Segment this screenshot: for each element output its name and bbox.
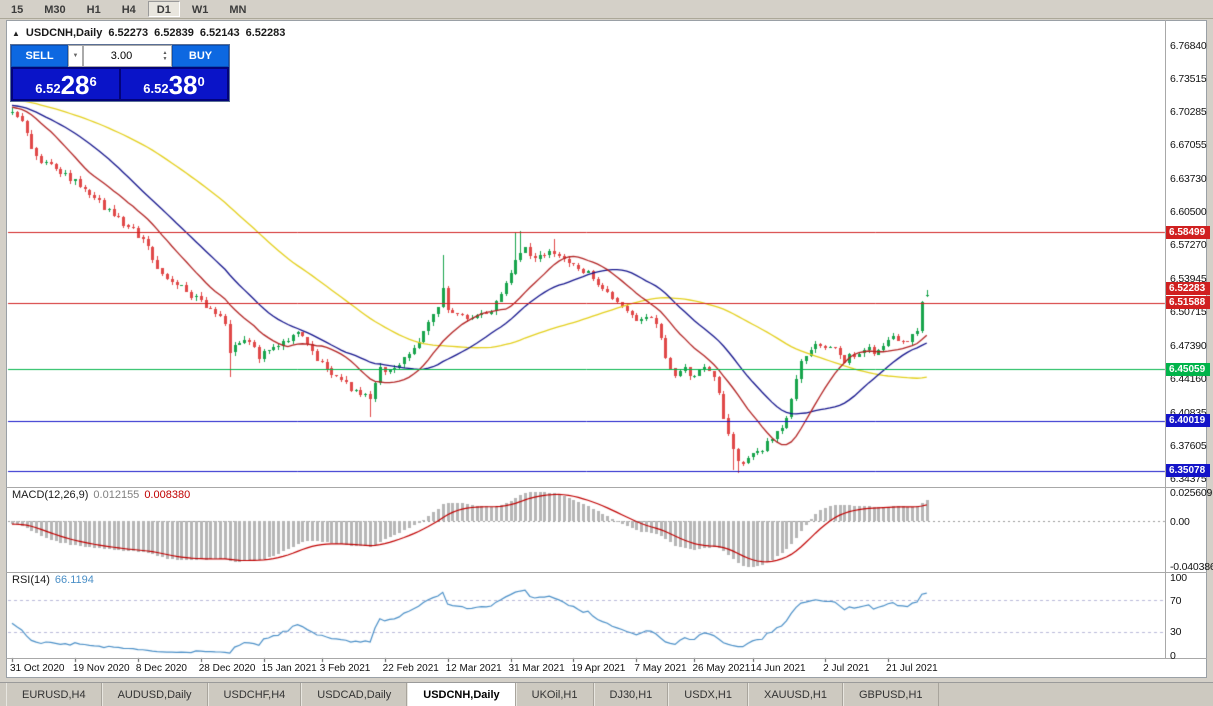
ohlc-high: 6.52839 <box>154 27 194 39</box>
rsi-scale-label: 0 <box>1170 649 1176 662</box>
macd-scale-label: 0.00 <box>1170 515 1190 528</box>
price-scale-label: 6.44160 <box>1170 372 1207 385</box>
date-label: 26 May 2021 <box>692 663 751 674</box>
volume-up-icon[interactable]: ▲ <box>162 49 168 56</box>
bid-price-prefix: 6.52 <box>35 81 61 96</box>
macd-name: MACD(12,26,9) <box>12 489 89 501</box>
volume-value: 3.00 <box>110 50 133 62</box>
timeframe-button-15[interactable]: 15 <box>11 4 24 16</box>
price-scale-label: 6.53945 <box>1170 273 1207 286</box>
sell-button[interactable]: SELL <box>11 45 68 67</box>
tab-usdx-h1[interactable]: USDX,H1 <box>668 683 748 706</box>
tab-xauusd-h1[interactable]: XAUUSD,H1 <box>747 683 843 706</box>
volume-input[interactable]: 3.00 ▲ ▼ <box>83 45 172 67</box>
tab-usdchf-h4[interactable]: USDCHF,H4 <box>207 683 302 706</box>
macd-scale-label: 0.025609 <box>1170 486 1213 499</box>
date-label: 19 Nov 2020 <box>72 663 130 674</box>
tab-dj30-h1[interactable]: DJ30,H1 <box>593 683 669 706</box>
timeframe-button-mn[interactable]: MN <box>229 4 247 16</box>
tab-usdcnh-daily[interactable]: USDCNH,Daily <box>407 683 516 706</box>
price-scale-label: 6.57270 <box>1170 239 1207 252</box>
rsi-scale-label: 70 <box>1170 594 1182 607</box>
tab-ukoil-h1[interactable]: UKOil,H1 <box>515 683 594 706</box>
price-scale-label: 6.76840 <box>1170 39 1207 52</box>
rsi-name: RSI(14) <box>12 574 50 586</box>
price-scale-separator <box>1165 20 1166 658</box>
rsi-label: RSI(14) 66.1194 <box>12 574 94 586</box>
macd-scale-label: -0.040386 <box>1170 561 1213 574</box>
tab-audusd-daily[interactable]: AUDUSD,Daily <box>101 683 208 706</box>
price-level-tag: 6.40019 <box>1166 414 1210 428</box>
date-label: 8 Dec 2020 <box>135 663 187 674</box>
rsi-scale-label: 30 <box>1170 626 1182 639</box>
one-click-trading-panel: SELL ▼ 3.00 ▲ ▼ BUY 6.52 28 6 6.52 38 0 <box>10 44 230 102</box>
date-label: 19 Apr 2021 <box>571 663 626 674</box>
date-label: 12 Mar 2021 <box>445 663 502 674</box>
price-scale-label: 6.70285 <box>1170 106 1207 119</box>
price-scale-label: 6.67055 <box>1170 139 1207 152</box>
price-level-tag: 6.58499 <box>1166 225 1210 239</box>
chart-symbol-period: USDCNH,Daily <box>25 27 103 39</box>
date-label: 31 Oct 2020 <box>10 663 65 674</box>
ohlc-close: 6.52283 <box>245 27 286 39</box>
macd-signal-value: 0.008380 <box>144 489 191 501</box>
buy-button[interactable]: BUY <box>172 45 229 67</box>
ask-price-prefix: 6.52 <box>143 81 169 96</box>
date-label: 15 Jan 2021 <box>261 663 317 674</box>
macd-main-value: 0.012155 <box>93 489 140 501</box>
panel-separator-rsi[interactable] <box>6 572 1207 573</box>
date-label: 21 Jul 2021 <box>886 663 938 674</box>
panel-separator-macd[interactable] <box>6 487 1207 488</box>
ask-price-display[interactable]: 6.52 38 0 <box>121 69 227 99</box>
price-scale-label: 6.60500 <box>1170 206 1207 219</box>
date-label: 3 Feb 2021 <box>319 663 371 674</box>
volume-dropdown[interactable]: ▼ <box>68 45 83 67</box>
bid-price-point: 6 <box>89 74 97 89</box>
ask-price-pips: 38 <box>168 70 198 100</box>
timeframe-button-h4[interactable]: H4 <box>121 4 136 16</box>
price-level-tag: 6.35078 <box>1166 464 1210 478</box>
volume-stepper: ▲ ▼ <box>159 49 171 62</box>
price-scale-label: 6.47390 <box>1170 339 1207 352</box>
chevron-down-icon: ▼ <box>72 53 79 59</box>
date-label: 14 Jun 2021 <box>750 663 806 674</box>
macd-label: MACD(12,26,9) 0.012155 0.008380 <box>12 489 190 501</box>
date-label: 28 Dec 2020 <box>198 663 256 674</box>
price-scale-label: 6.37605 <box>1170 439 1207 452</box>
ohlc-open: 6.52273 <box>108 27 149 39</box>
rsi-value: 66.1194 <box>54 574 94 586</box>
collapse-panel-icon[interactable]: ▲ <box>12 28 20 38</box>
tab-usdcad-daily[interactable]: USDCAD,Daily <box>301 683 408 706</box>
volume-down-icon[interactable]: ▼ <box>162 55 168 62</box>
chart-tab-bar: EURUSD,H4 AUDUSD,Daily USDCHF,H4 USDCAD,Dai… <box>0 682 1213 706</box>
tab-gbpusd-h1[interactable]: GBPUSD,H1 <box>842 683 939 706</box>
bid-price-pips: 28 <box>60 70 90 100</box>
price-scale-label: 6.73515 <box>1170 73 1207 86</box>
ohlc-low: 6.52143 <box>199 27 240 39</box>
chart-title: ▲ USDCNH,Daily 6.52273 6.52839 6.52143 6… <box>12 27 285 39</box>
rsi-scale-label: 100 <box>1170 571 1187 584</box>
date-label: 2 Jul 2021 <box>823 663 870 674</box>
timeframe-button-h1[interactable]: H1 <box>86 4 101 16</box>
timeframe-toolbar: 15 M30 H1 H4 D1 W1 MN <box>0 0 1213 19</box>
bid-price-tag: 6.52283 <box>1166 282 1210 296</box>
price-scale-label: 6.63730 <box>1170 173 1207 186</box>
ask-price-point: 0 <box>197 74 205 89</box>
timeframe-button-w1[interactable]: W1 <box>191 4 209 16</box>
date-label: 22 Feb 2021 <box>382 663 439 674</box>
date-label: 7 May 2021 <box>634 663 687 674</box>
bid-price-display[interactable]: 6.52 28 6 <box>13 69 119 99</box>
date-label: 31 Mar 2021 <box>508 663 565 674</box>
timeframe-button-m30[interactable]: M30 <box>44 4 66 16</box>
panel-separator-dates <box>6 658 1207 659</box>
price-level-tag: 6.45059 <box>1166 362 1210 376</box>
price-level-tag: 6.51588 <box>1166 296 1210 310</box>
tab-eurusd-h4[interactable]: EURUSD,H4 <box>6 683 102 706</box>
timeframe-button-d1[interactable]: D1 <box>147 1 180 17</box>
